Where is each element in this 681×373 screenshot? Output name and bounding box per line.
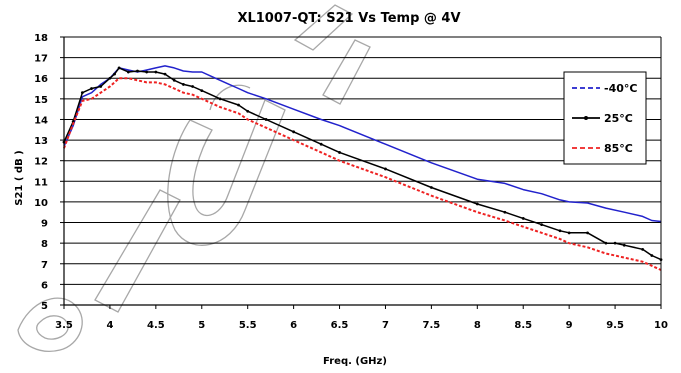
series-point — [319, 142, 323, 146]
x-tick-label: 10 — [654, 320, 668, 331]
legend: -40°C 25°C 85°C — [563, 71, 647, 165]
y-tick-label: 11 — [34, 177, 48, 188]
y-tick-label: 5 — [41, 301, 48, 312]
x-tick-label: 6.5 — [331, 320, 349, 331]
x-tick-label: 9.5 — [606, 320, 624, 331]
series-point — [558, 229, 562, 233]
legend-label: -40°C — [604, 82, 637, 95]
series-point — [113, 72, 116, 76]
series-point — [429, 186, 433, 189]
series-point — [108, 76, 112, 80]
series-point — [218, 97, 222, 101]
x-tick-label: 7 — [382, 320, 389, 331]
legend-label: 85°C — [604, 142, 633, 155]
y-tick-label: 8 — [41, 239, 48, 250]
series-point — [80, 91, 84, 95]
x-tick-label: 6 — [290, 320, 297, 331]
y-tick-label: 14 — [34, 115, 48, 126]
y-tick-label: 12 — [34, 157, 48, 168]
series-point — [521, 217, 525, 220]
series-point — [117, 66, 121, 70]
series-point — [136, 69, 139, 73]
x-tick-label: 5 — [198, 320, 205, 331]
series-point — [540, 223, 543, 227]
series-point — [246, 109, 250, 113]
x-axis-label: Freq. (GHz) — [323, 356, 387, 367]
series-point — [154, 70, 158, 74]
series-line-3 — [63, 77, 662, 271]
x-tick-label: 7.5 — [423, 320, 441, 331]
series-point — [475, 202, 479, 206]
x-tick-label: 5.5 — [239, 320, 257, 331]
series-point — [264, 118, 268, 121]
x-tick-label: 8 — [474, 320, 481, 331]
x-tick-label: 3.5 — [55, 320, 73, 331]
series-point — [292, 130, 296, 134]
x-tick-label: 4.5 — [147, 320, 165, 331]
series-point — [191, 85, 194, 88]
series-point — [641, 247, 645, 251]
series-point — [126, 70, 130, 74]
series-point — [99, 85, 103, 88]
series-point — [604, 241, 608, 245]
series-layer — [62, 65, 663, 271]
axes — [63, 37, 662, 306]
y-tick-label: 6 — [41, 280, 48, 291]
series-point — [503, 210, 507, 214]
series-point — [182, 83, 185, 86]
y-tick-label: 16 — [34, 74, 48, 85]
series-point — [163, 72, 167, 76]
series-point — [172, 78, 176, 82]
y-tick-label: 13 — [34, 136, 48, 147]
series-point — [237, 103, 240, 107]
y-tick-label: 10 — [34, 198, 48, 209]
y-tick-label: 7 — [41, 260, 48, 271]
series-point — [200, 89, 204, 92]
series-point — [145, 70, 149, 74]
series-point — [384, 167, 387, 171]
series-point — [567, 231, 571, 235]
legend-label: 25°C — [604, 112, 633, 125]
series-point — [90, 87, 93, 90]
y-tick-label: 18 — [34, 33, 48, 44]
series-point — [338, 151, 341, 154]
series-point — [613, 241, 617, 245]
y-tick-label: 9 — [41, 219, 48, 230]
x-tick-label: 9 — [566, 320, 573, 331]
y-tick-label: 15 — [34, 95, 48, 106]
series-point — [622, 243, 626, 247]
y-axis-label: S21 ( dB ) — [14, 150, 25, 205]
x-tick-label: 4 — [106, 320, 113, 331]
x-tick-label: 8.5 — [514, 320, 532, 331]
series-point — [650, 254, 654, 257]
series-point — [586, 231, 589, 235]
gridlines — [64, 36, 661, 306]
chart-title: XL1007-QT: S21 Vs Temp @ 4V — [237, 11, 460, 26]
y-tick-label: 17 — [34, 54, 48, 65]
legend-marker — [584, 116, 588, 120]
